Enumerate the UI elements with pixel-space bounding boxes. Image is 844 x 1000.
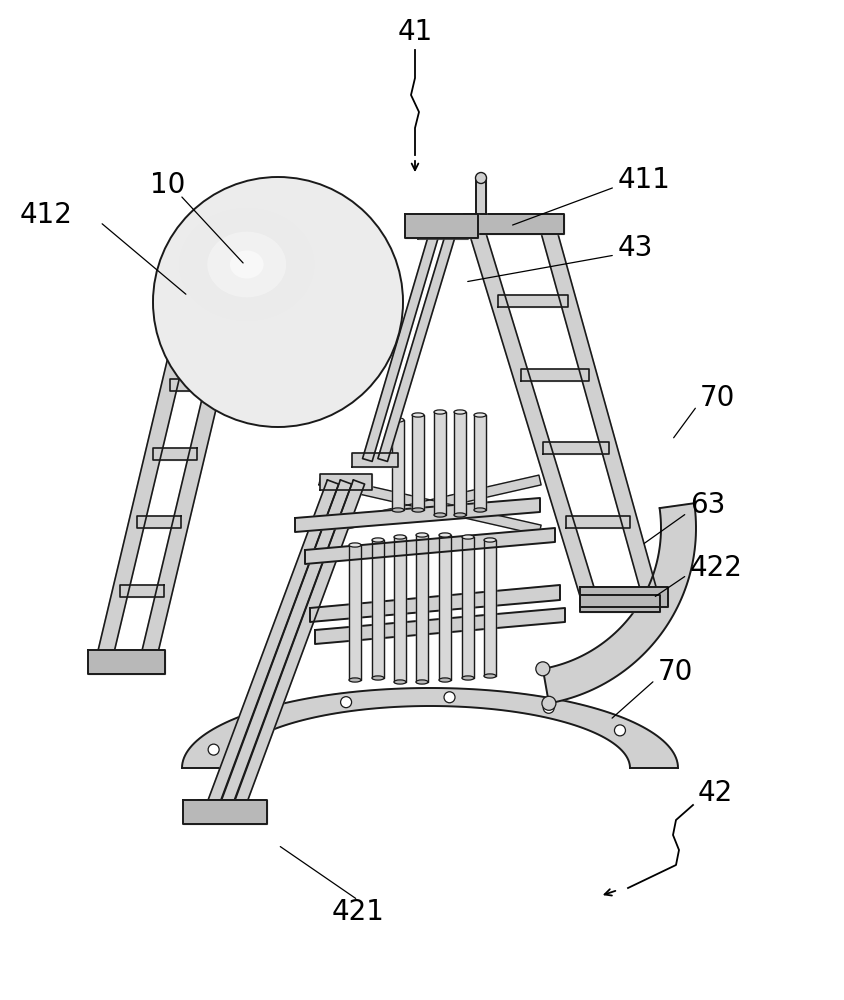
Polygon shape <box>498 295 568 307</box>
Ellipse shape <box>473 508 485 512</box>
Polygon shape <box>352 453 398 467</box>
Ellipse shape <box>349 543 360 547</box>
Ellipse shape <box>349 678 360 682</box>
Text: 63: 63 <box>690 491 724 519</box>
Text: 422: 422 <box>690 554 742 582</box>
Circle shape <box>535 662 549 676</box>
Ellipse shape <box>392 418 403 422</box>
Ellipse shape <box>453 410 465 414</box>
Circle shape <box>340 697 351 708</box>
Polygon shape <box>140 314 237 662</box>
Circle shape <box>190 249 201 260</box>
Circle shape <box>541 696 555 710</box>
Ellipse shape <box>453 513 465 517</box>
Ellipse shape <box>371 676 383 680</box>
Ellipse shape <box>207 232 286 297</box>
Text: 10: 10 <box>150 171 185 199</box>
Polygon shape <box>320 474 371 490</box>
Polygon shape <box>310 585 560 622</box>
Ellipse shape <box>393 535 405 539</box>
Polygon shape <box>120 585 165 597</box>
Text: 70: 70 <box>657 658 693 686</box>
Polygon shape <box>362 231 439 461</box>
Ellipse shape <box>392 508 403 512</box>
Polygon shape <box>88 650 165 674</box>
Polygon shape <box>191 255 201 296</box>
Circle shape <box>208 744 219 755</box>
Circle shape <box>475 172 486 184</box>
Polygon shape <box>473 415 485 510</box>
Polygon shape <box>206 480 338 810</box>
Circle shape <box>614 725 625 736</box>
Ellipse shape <box>153 177 403 427</box>
Ellipse shape <box>371 538 383 542</box>
Text: 412: 412 <box>20 201 73 229</box>
Polygon shape <box>475 178 485 214</box>
Polygon shape <box>453 412 465 515</box>
Ellipse shape <box>484 674 495 678</box>
Polygon shape <box>542 503 695 703</box>
Polygon shape <box>219 480 351 810</box>
Polygon shape <box>484 540 495 676</box>
Polygon shape <box>404 214 478 238</box>
Polygon shape <box>295 498 539 532</box>
Ellipse shape <box>484 538 495 542</box>
Ellipse shape <box>473 413 485 417</box>
Polygon shape <box>463 214 563 234</box>
Polygon shape <box>197 800 252 816</box>
Text: 41: 41 <box>397 18 432 46</box>
Polygon shape <box>434 412 446 515</box>
Ellipse shape <box>434 513 446 517</box>
Ellipse shape <box>412 413 424 417</box>
Ellipse shape <box>462 535 473 539</box>
Ellipse shape <box>415 533 428 537</box>
Polygon shape <box>539 226 657 597</box>
Ellipse shape <box>230 250 263 279</box>
Polygon shape <box>520 369 588 381</box>
Polygon shape <box>468 226 595 597</box>
Circle shape <box>443 692 454 703</box>
Ellipse shape <box>179 208 314 321</box>
Polygon shape <box>415 535 428 682</box>
Ellipse shape <box>462 676 473 680</box>
Ellipse shape <box>439 533 451 537</box>
Polygon shape <box>96 314 193 662</box>
Polygon shape <box>137 516 181 528</box>
Ellipse shape <box>415 680 428 684</box>
Polygon shape <box>178 296 246 320</box>
Ellipse shape <box>393 680 405 684</box>
Polygon shape <box>439 535 451 680</box>
Polygon shape <box>418 225 468 239</box>
Polygon shape <box>318 475 540 535</box>
Text: 43: 43 <box>617 234 652 262</box>
Polygon shape <box>153 448 197 460</box>
Polygon shape <box>371 540 383 678</box>
Text: 42: 42 <box>697 779 733 807</box>
Ellipse shape <box>439 678 451 682</box>
Polygon shape <box>565 516 629 528</box>
Polygon shape <box>579 595 659 612</box>
Polygon shape <box>315 608 565 644</box>
Circle shape <box>543 702 554 713</box>
Polygon shape <box>412 415 424 510</box>
Polygon shape <box>393 537 405 682</box>
Text: 70: 70 <box>699 384 734 412</box>
Polygon shape <box>349 545 360 680</box>
Polygon shape <box>392 420 403 510</box>
Polygon shape <box>579 587 668 607</box>
Text: 421: 421 <box>331 898 384 926</box>
Polygon shape <box>233 480 365 810</box>
Polygon shape <box>462 537 473 678</box>
Polygon shape <box>183 800 267 824</box>
Polygon shape <box>170 379 214 391</box>
Circle shape <box>252 717 263 728</box>
Polygon shape <box>543 442 609 454</box>
Polygon shape <box>181 688 677 768</box>
Polygon shape <box>318 475 540 535</box>
Text: 411: 411 <box>617 166 670 194</box>
Polygon shape <box>305 528 555 564</box>
Polygon shape <box>377 231 456 461</box>
Ellipse shape <box>434 410 446 414</box>
Ellipse shape <box>412 508 424 512</box>
